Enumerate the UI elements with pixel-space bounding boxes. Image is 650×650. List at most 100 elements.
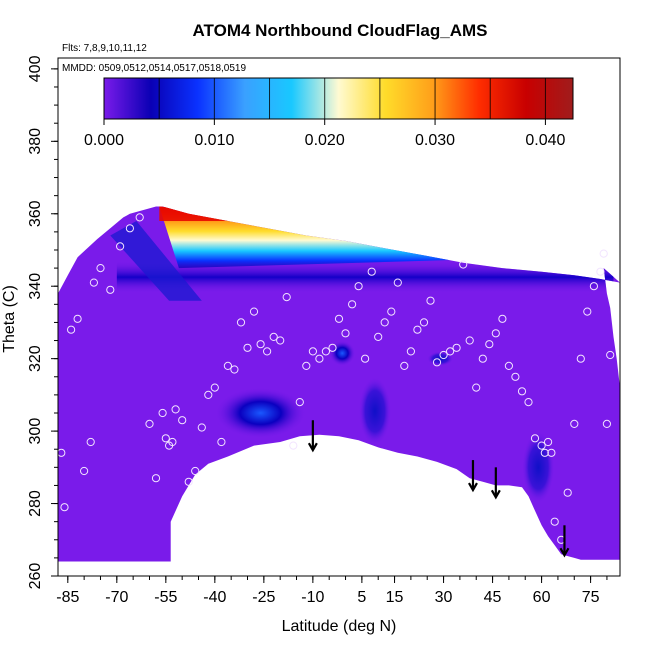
sample-point: [537, 441, 546, 450]
sample-point: [387, 307, 396, 316]
feature-blue-streak: [358, 376, 392, 446]
sample-point: [413, 325, 422, 334]
x-tick-label: 5: [357, 589, 366, 606]
colorbar-tick-label: 0.000: [84, 132, 124, 149]
data-domain: [58, 206, 620, 562]
sample-point: [334, 314, 344, 323]
feature-blue-lobe: [214, 387, 307, 439]
sample-point: [446, 347, 455, 356]
sample-point: [485, 340, 494, 349]
sample-point: [217, 437, 226, 447]
y-tick-label: 400: [27, 55, 44, 82]
sample-point: [116, 242, 125, 251]
sample-point: [596, 267, 605, 276]
sample-point: [58, 448, 66, 457]
sample-point: [511, 372, 520, 381]
arrow-head: [559, 547, 570, 558]
sample-point: [282, 293, 291, 302]
y-tick-label: 280: [27, 490, 44, 517]
colorbar-tick-label: 0.030: [415, 132, 455, 149]
sample-point: [67, 325, 76, 334]
x-tick-label: 45: [484, 589, 502, 606]
sample-point: [472, 383, 481, 392]
x-tick-label: 75: [582, 589, 600, 606]
heatmap-field: [58, 206, 620, 562]
plot-frame: [57, 57, 621, 577]
sample-point: [563, 488, 572, 497]
sample-point: [197, 423, 206, 432]
sample-point: [570, 419, 579, 428]
sample-point: [73, 314, 82, 323]
sample-point: [249, 307, 259, 316]
x-tick-label: -10: [301, 589, 324, 606]
sample-point: [491, 329, 500, 338]
down-arrow-icon: [490, 467, 501, 500]
x-tick-label: 60: [533, 589, 551, 606]
sample-point: [354, 282, 363, 291]
sample-point: [158, 408, 167, 418]
sample-point: [151, 474, 161, 483]
sample-point: [504, 361, 513, 370]
sample-point: [602, 419, 612, 428]
y-axis-label: Theta (C): [1, 285, 18, 353]
x-tick-label: -70: [105, 589, 128, 606]
feature-blue-region: [521, 431, 555, 504]
sample-point: [223, 361, 232, 370]
down-arrow-icon: [559, 525, 570, 558]
sample-point: [236, 318, 246, 327]
sample-point: [400, 361, 409, 370]
colorbar-tick-label: 0.020: [305, 132, 345, 149]
sample-point: [230, 365, 239, 374]
sample-point: [171, 405, 180, 414]
y-tick-label: 320: [27, 345, 44, 372]
x-axis-label: Latitude (deg N): [282, 618, 397, 635]
colorbar-tick-label: 0.040: [525, 132, 565, 149]
feature-high-cloud-wedge: [159, 206, 607, 269]
flights-note: Flts: 7,8,9,10,11,12: [62, 43, 147, 54]
x-axis: -85 -70 -55 -40 -25 -10 5 15 30 45 60 75: [56, 576, 608, 606]
sample-point: [498, 314, 507, 323]
sample-point: [452, 343, 461, 352]
y-tick-label: 340: [27, 273, 44, 300]
sample-point: [191, 466, 200, 476]
sample-point: [583, 307, 592, 316]
sample-point: [550, 517, 559, 526]
sample-point: [459, 260, 468, 269]
sample-point: [184, 477, 193, 486]
sample-point: [178, 416, 187, 425]
sample-point: [478, 354, 487, 363]
sample-point: [80, 466, 89, 476]
sample-point: [89, 278, 99, 287]
sample-point: [439, 350, 448, 360]
y-tick-label: 360: [27, 200, 44, 227]
sample-point: [576, 354, 585, 363]
sample-point: [161, 434, 170, 443]
sample-point: [599, 249, 608, 258]
sample-point: [606, 350, 615, 360]
sample-point: [374, 332, 383, 341]
y-tick-label: 380: [27, 128, 44, 155]
x-tick-label: -85: [56, 589, 79, 606]
sample-point: [204, 390, 213, 399]
sample-point: [517, 387, 527, 396]
arrow-head: [490, 489, 501, 500]
down-arrow-icon: [307, 420, 318, 453]
sample-point: [256, 340, 265, 349]
sample-point: [315, 354, 324, 363]
sample-point: [465, 336, 474, 345]
sample-point: [125, 224, 134, 233]
sample-point: [243, 343, 252, 352]
arrow-head: [468, 482, 478, 493]
sample-point: [547, 448, 556, 457]
x-tick-label: -55: [154, 589, 177, 606]
sample-point: [328, 343, 337, 352]
sample-point: [60, 503, 69, 512]
sample-point: [432, 358, 442, 367]
x-tick-label: 15: [386, 589, 404, 606]
sample-point: [96, 264, 105, 273]
chart-title: ATOM4 Northbound CloudFlag_AMS: [193, 21, 488, 40]
y-axis: 260 280 300 320 340 360 380 400: [27, 55, 58, 589]
feature-ridge: [110, 221, 202, 301]
sample-point: [361, 354, 370, 363]
